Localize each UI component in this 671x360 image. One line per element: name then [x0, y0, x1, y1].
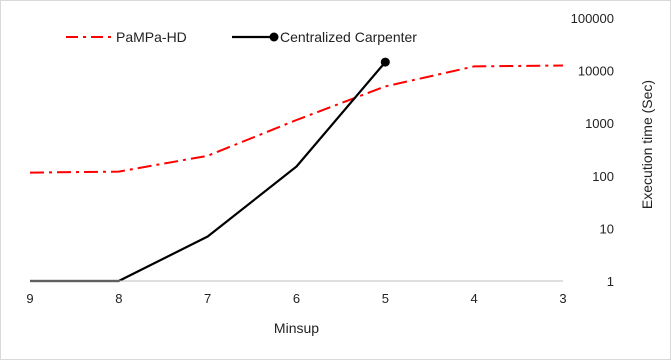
x-tick-label: 5 — [382, 291, 389, 306]
y-tick-label: 10 — [600, 221, 614, 236]
legend-marker — [269, 32, 279, 42]
y-tick-label: 100000 — [571, 11, 614, 26]
x-tick-label: 7 — [204, 291, 211, 306]
axes: 9 8 7 6 5 4 3 1 10 100 1000 10000 100000 Minsup Execut… — [26, 11, 655, 336]
y-tick-label: 100 — [592, 169, 614, 184]
x-tick-label: 4 — [471, 291, 478, 306]
legend: PaMPa-HD Centralized Carpenter — [66, 29, 417, 45]
data-point — [380, 57, 390, 67]
y-tick-label: 1000 — [585, 116, 614, 131]
x-tick-label: 8 — [115, 291, 122, 306]
x-tick-label: 3 — [559, 291, 566, 306]
data-point — [206, 154, 210, 158]
legend-label: Centralized Carpenter — [280, 29, 417, 45]
legend-label: PaMPa-HD — [116, 29, 187, 45]
y-tick-label: 1 — [607, 274, 614, 289]
y-axis-title: Execution time (Sec) — [639, 80, 655, 209]
x-tick-label: 9 — [26, 291, 33, 306]
x-axis-title: Minsup — [274, 320, 319, 336]
y-tick-label: 10000 — [578, 64, 614, 79]
plot-area — [29, 57, 564, 283]
x-tick-label: 6 — [293, 291, 300, 306]
series-line-centralized-carpenter — [30, 61, 387, 283]
series-line-pampa-hd — [29, 64, 564, 174]
